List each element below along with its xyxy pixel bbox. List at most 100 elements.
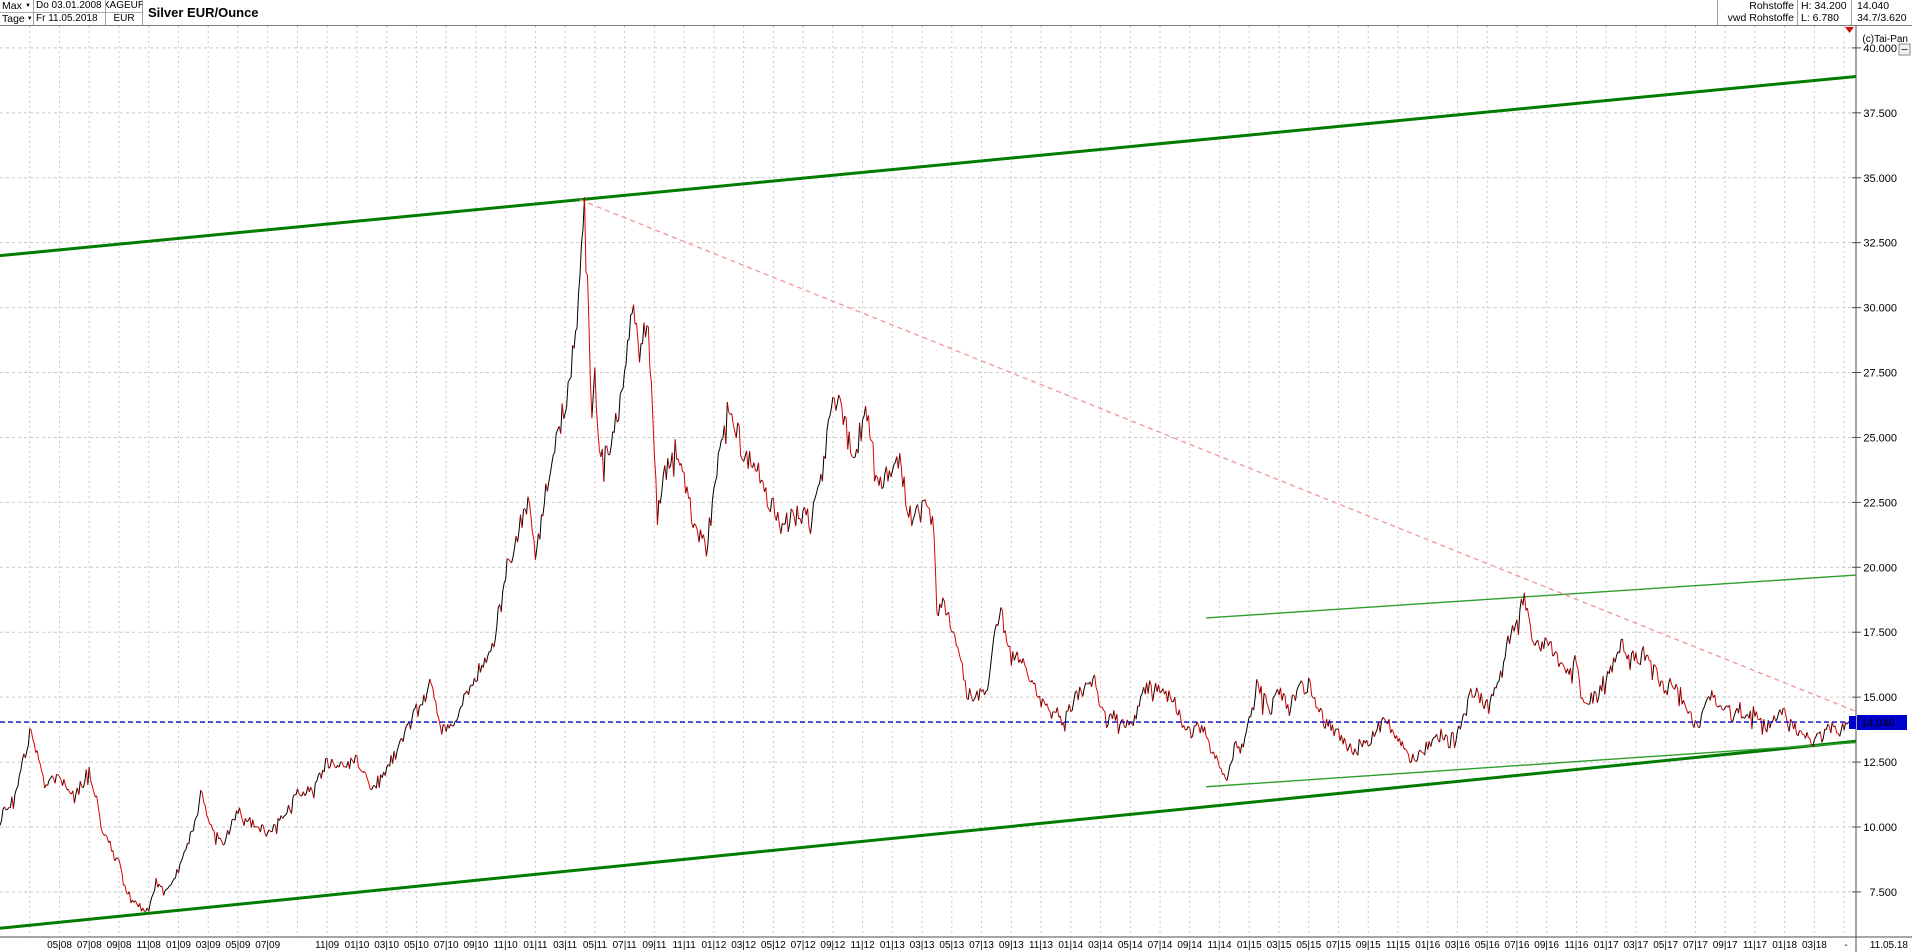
chart-header: Max ▼ Tage ▼ Do 03.01.2008 Fr 11.05.2018… xyxy=(0,0,1912,26)
x-axis-label: 05|08 xyxy=(47,940,72,951)
trendline-inner-resistance xyxy=(1206,574,1857,619)
x-axis-separator-label: - xyxy=(1844,940,1847,951)
x-axis-label: 07|10 xyxy=(434,940,459,951)
y-axis-label: 15.000 xyxy=(1863,692,1897,704)
x-axis-label: 03|12 xyxy=(731,940,756,951)
y-axis-label: 12.500 xyxy=(1863,757,1897,769)
x-axis-label: 03|10 xyxy=(374,940,399,951)
x-axis-label: 09|12 xyxy=(820,940,845,951)
x-axis-label: 03|14 xyxy=(1088,940,1113,951)
y-axis-label: 22.500 xyxy=(1863,497,1897,509)
currency-label: EUR xyxy=(113,13,135,24)
x-axis-label: 07|13 xyxy=(969,940,994,951)
x-axis-label: 01|10 xyxy=(345,940,370,951)
x-axis-label: 03|17 xyxy=(1624,940,1649,951)
x-axis-label: 01|16 xyxy=(1415,940,1440,951)
price-chart[interactable]: 40.000 37.500 35.000 32.500 30.000 27.500 25.0… xyxy=(0,26,1912,952)
title-cell: Silver EUR/Ounce xyxy=(143,0,1718,25)
x-axis-label: 07|08 xyxy=(77,940,102,951)
x-axis-label: 09|14 xyxy=(1177,940,1202,951)
y-axis-label: 20.000 xyxy=(1863,562,1897,574)
x-axis-label: 07|09 xyxy=(255,940,280,951)
x-axis-label: 11|08 xyxy=(137,940,162,951)
price-series-down xyxy=(4,197,1848,912)
x-axis-label: 03|16 xyxy=(1445,940,1470,951)
x-axis-label: 03|11 xyxy=(553,940,578,951)
range-dropdown[interactable]: Max ▼ xyxy=(0,0,33,13)
range-summary-label: 34.7/3.620 xyxy=(1857,12,1907,24)
x-axis-label: 07|15 xyxy=(1326,940,1351,951)
x-axis-label: 11|15 xyxy=(1386,940,1411,951)
x-axis-label: 01|18 xyxy=(1772,940,1797,951)
x-axis-label: 05|11 xyxy=(583,940,608,951)
x-axis-label: 01|11 xyxy=(523,940,548,951)
y-axis-label: 7.500 xyxy=(1869,887,1897,899)
x-axis-label: 07|14 xyxy=(1148,940,1173,951)
x-axis-label: 09|15 xyxy=(1356,940,1381,951)
x-axis-label: 11|14 xyxy=(1207,940,1232,951)
date-to-field[interactable]: Fr 11.05.2018 xyxy=(36,13,98,24)
x-axis-label: 11|09 xyxy=(315,940,340,951)
x-axis-label: 05|09 xyxy=(226,940,251,951)
trendline-downtrend-from-peak xyxy=(579,199,1857,713)
x-axis-label: 11|10 xyxy=(494,940,519,951)
source-label: vwd Rohstoffe xyxy=(1727,12,1794,24)
y-axis-label: 35.000 xyxy=(1863,173,1897,185)
range-controls: Max ▼ Tage ▼ xyxy=(0,0,34,25)
copyright-label: (c)Tai-Pan xyxy=(1862,34,1908,45)
x-axis-label: 07|11 xyxy=(613,940,638,951)
x-axis-label: 05|13 xyxy=(939,940,964,951)
last-price-label: 14.040 xyxy=(1857,0,1890,12)
x-axis-label: 05|14 xyxy=(1118,940,1143,951)
price-marker-icon xyxy=(1845,27,1854,33)
x-axis-label: 05|17 xyxy=(1653,940,1678,951)
date-from-field[interactable]: Do 03.01.2008 xyxy=(34,0,105,13)
period-dropdown-label: Tage xyxy=(2,13,25,25)
high-label: H: 34.200 xyxy=(1801,0,1847,12)
x-axis-label: 11|12 xyxy=(851,940,876,951)
x-axis-label: 01|15 xyxy=(1237,940,1262,951)
x-axis-label: 11|16 xyxy=(1564,940,1589,951)
x-axis-label: 01|13 xyxy=(880,940,905,951)
x-axis-end-date-label: 11.05.18 xyxy=(1870,940,1909,951)
category-label: Rohstoffe xyxy=(1749,0,1794,12)
x-axis-label: 01|09 xyxy=(166,940,191,951)
price-badge xyxy=(1857,715,1907,730)
dropdown-arrow-icon: ▼ xyxy=(26,16,33,22)
x-axis-label: 03|13 xyxy=(910,940,935,951)
x-axis-label: 03|18 xyxy=(1802,940,1827,951)
y-axis-label: 17.500 xyxy=(1863,627,1897,639)
y-axis-label: 10.000 xyxy=(1863,822,1897,834)
symbol-cell: XAGEUR EUR xyxy=(106,0,143,25)
x-axis-label: 03|09 xyxy=(196,940,221,951)
x-axis-label: 09|11 xyxy=(642,940,667,951)
y-axis-label: 32.500 xyxy=(1863,238,1897,250)
last-price-cell: 14.040 34.7/3.620 xyxy=(1852,0,1912,25)
y-axis-label: 40.000 xyxy=(1863,43,1897,55)
x-axis-label: 07|16 xyxy=(1505,940,1530,951)
trendline-inner-support xyxy=(1206,741,1857,788)
x-axis-label: 01|17 xyxy=(1594,940,1619,951)
y-axis-label: 30.000 xyxy=(1863,303,1897,315)
price-series-up xyxy=(0,197,1850,912)
x-axis-label: 09|16 xyxy=(1534,940,1559,951)
category-cell: Rohstoffe vwd Rohstoffe xyxy=(1718,0,1798,25)
x-axis-label: 01|14 xyxy=(1058,940,1083,951)
x-axis-label: 11|17 xyxy=(1743,940,1768,951)
trendline-channel-bottom xyxy=(0,739,1857,930)
x-axis-label: 07|17 xyxy=(1683,940,1708,951)
trendline-channel-top xyxy=(0,74,1857,258)
range-dropdown-label: Max xyxy=(2,0,22,12)
x-axis-label: 09|08 xyxy=(107,940,132,951)
period-dropdown[interactable]: Tage ▼ xyxy=(0,13,33,25)
y-axis-label: 25.000 xyxy=(1863,432,1897,444)
x-axis-label: 05|12 xyxy=(761,940,786,951)
chart-title: Silver EUR/Ounce xyxy=(148,5,259,20)
x-axis-label: 03|15 xyxy=(1267,940,1292,951)
symbol-label: XAGEUR xyxy=(106,0,142,13)
low-label: L: 6.780 xyxy=(1801,12,1839,24)
date-range: Do 03.01.2008 Fr 11.05.2018 xyxy=(34,0,106,25)
x-axis-label: 05|15 xyxy=(1296,940,1321,951)
x-axis-label: 11|11 xyxy=(672,940,696,951)
